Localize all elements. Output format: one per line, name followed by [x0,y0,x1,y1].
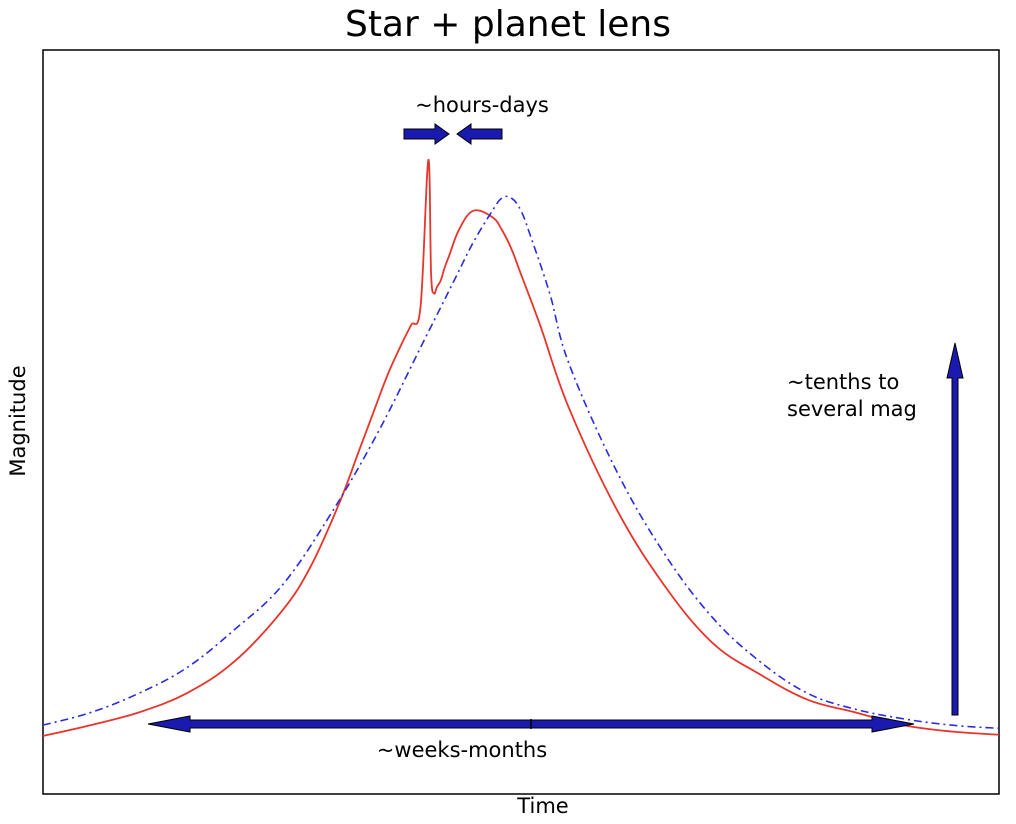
tenths-label: ~tenths to [787,370,899,394]
up-pointing-arrow [946,342,964,716]
plot-frame [42,49,1000,795]
x-axis-label: Time [517,794,569,818]
magnitude-arrow [946,342,964,716]
left-pointing-arrow [456,123,503,145]
chart-title: Star + planet lens [344,4,672,45]
hours-days-arrows [403,123,503,145]
right-pointing-arrow [403,123,450,145]
series-layer [42,159,1000,737]
weeks-months-arrow [147,715,915,733]
weeks-months-label: ~weeks-months [377,738,547,762]
hours-days-label: ~hours-days [415,93,549,117]
planet-lens-curve [42,159,1000,737]
several-mag-label: several mag [787,397,917,421]
single-lens-curve [42,195,1000,730]
